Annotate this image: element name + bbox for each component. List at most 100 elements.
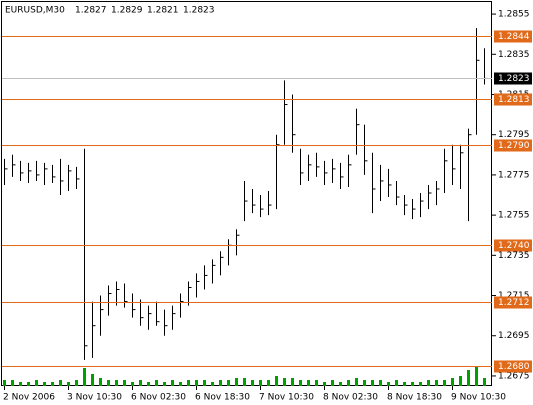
volume-bar bbox=[123, 380, 126, 386]
volume-bar bbox=[51, 382, 54, 386]
volume-bar bbox=[371, 380, 374, 386]
volume-bar bbox=[451, 378, 454, 386]
x-tick-label: 2 Nov 2006 bbox=[3, 393, 55, 403]
volume-bar bbox=[323, 382, 326, 386]
volume-bar bbox=[275, 376, 278, 386]
volume-bar bbox=[387, 382, 390, 386]
x-tick-label: 8 Nov 18:30 bbox=[387, 393, 442, 403]
header-price: 1.2823 bbox=[183, 6, 215, 16]
level-label: 1.2813 bbox=[498, 95, 530, 105]
volume-bar bbox=[235, 378, 238, 386]
volume-bar bbox=[99, 378, 102, 386]
volume-bar bbox=[363, 380, 366, 386]
y-tick-label: 1.2715 bbox=[498, 291, 530, 301]
volume-bar bbox=[283, 378, 286, 386]
volume-bar bbox=[27, 382, 30, 386]
header-price: 1.2829 bbox=[111, 6, 143, 16]
volume-bar bbox=[67, 382, 70, 386]
header-price: 1.2827 bbox=[75, 6, 107, 16]
volume-bar bbox=[187, 380, 190, 386]
volume-bar bbox=[59, 380, 62, 386]
volume-bar bbox=[227, 380, 230, 386]
x-tick-label: 3 Nov 10:30 bbox=[67, 393, 122, 403]
level-label-box bbox=[494, 296, 532, 309]
volume-bar bbox=[259, 380, 262, 386]
volume-bar bbox=[331, 380, 334, 386]
level-label: 1.2740 bbox=[498, 241, 530, 251]
x-tick-label: 6 Nov 18:30 bbox=[195, 393, 250, 403]
y-tick-label: 1.2755 bbox=[498, 211, 530, 221]
volume-bar bbox=[243, 378, 246, 386]
volume-bar bbox=[315, 380, 318, 386]
level-label-box bbox=[494, 239, 532, 252]
symbol: EURUSD,M30 bbox=[5, 6, 65, 16]
y-tick-label: 1.2855 bbox=[498, 10, 530, 20]
volume-bar bbox=[355, 378, 358, 386]
volume-bar bbox=[291, 378, 294, 386]
x-tick-label: 8 Nov 02:30 bbox=[323, 393, 378, 403]
plot-frame bbox=[1, 1, 492, 386]
volume-bar bbox=[379, 380, 382, 386]
volume-bar bbox=[339, 382, 342, 386]
volume-bar bbox=[307, 380, 310, 386]
volume-bar bbox=[147, 382, 150, 386]
y-tick-label: 1.2735 bbox=[498, 251, 530, 261]
volume-bar bbox=[91, 374, 94, 386]
level-label: 1.2790 bbox=[498, 141, 530, 151]
volume-bar bbox=[139, 380, 142, 386]
volume-bar bbox=[203, 380, 206, 386]
y-tick-label: 1.2775 bbox=[498, 170, 530, 180]
y-tick-label: 1.2695 bbox=[498, 331, 530, 341]
volume-bar bbox=[299, 380, 302, 386]
x-tick-label: 9 Nov 10:30 bbox=[451, 393, 506, 403]
y-tick-label: 1.2675 bbox=[498, 371, 530, 381]
x-tick-label: 7 Nov 10:30 bbox=[259, 393, 314, 403]
volume-bar bbox=[195, 380, 198, 386]
volume-bar bbox=[411, 382, 414, 386]
x-tick-label: 6 Nov 02:30 bbox=[131, 393, 186, 403]
volume-bar bbox=[459, 376, 462, 386]
volume-bar bbox=[83, 368, 86, 386]
volume-bar bbox=[467, 370, 470, 386]
y-tick-label: 1.2835 bbox=[498, 50, 530, 60]
volume-bar bbox=[395, 380, 398, 386]
volume-bar bbox=[19, 382, 22, 386]
level-label: 1.2844 bbox=[498, 32, 530, 42]
volume-bar bbox=[3, 380, 6, 386]
y-tick-label: 1.2795 bbox=[498, 130, 530, 140]
volume-bar bbox=[211, 382, 214, 386]
volume-bar bbox=[131, 382, 134, 386]
level-label-box bbox=[494, 139, 532, 152]
volume-bar bbox=[115, 380, 118, 386]
volume-bar bbox=[179, 382, 182, 386]
volume-bar bbox=[171, 380, 174, 386]
volume-bar bbox=[11, 380, 14, 386]
volume-bar bbox=[483, 378, 486, 386]
volume-bar bbox=[435, 380, 438, 386]
volume-bar bbox=[267, 380, 270, 386]
level-label-box bbox=[494, 93, 532, 106]
level-label-box bbox=[494, 30, 532, 43]
volume-bar bbox=[403, 382, 406, 386]
header-price: 1.2821 bbox=[147, 6, 179, 16]
volume-bar bbox=[419, 382, 422, 386]
level-label: 1.2680 bbox=[498, 362, 530, 372]
volume-bar bbox=[107, 380, 110, 386]
volume-bar bbox=[75, 380, 78, 386]
volume-bar bbox=[475, 366, 478, 386]
last-price-box bbox=[494, 72, 532, 85]
volume-bar bbox=[219, 380, 222, 386]
volume-bar bbox=[155, 380, 158, 386]
volume-bar bbox=[43, 382, 46, 386]
volume-bar bbox=[347, 380, 350, 386]
volume-bar bbox=[35, 380, 38, 386]
last-price-label: 1.2823 bbox=[498, 74, 530, 84]
level-label-box bbox=[494, 360, 532, 373]
volume-bar bbox=[443, 380, 446, 386]
level-label: 1.2712 bbox=[498, 298, 530, 308]
volume-bar bbox=[163, 382, 166, 386]
volume-bar bbox=[427, 380, 430, 386]
volume-bar bbox=[251, 380, 254, 386]
